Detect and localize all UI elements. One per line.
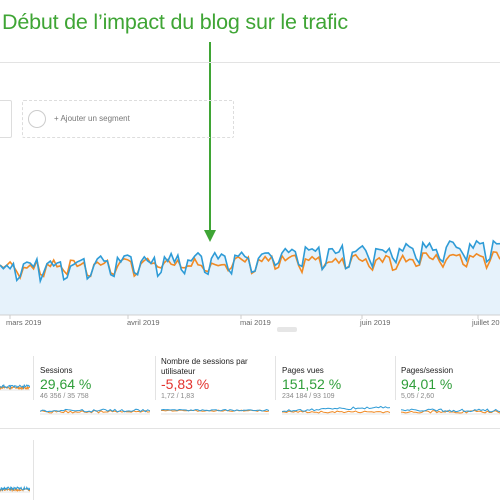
x-label-mars: mars 2019 bbox=[6, 318, 42, 327]
metric-divider bbox=[155, 356, 156, 400]
metric-sessions-per-user[interactable]: Nombre de sessions par utilisateur -5,83… bbox=[161, 357, 281, 400]
metric-value: 29,64 % bbox=[40, 375, 92, 392]
annotation-title: Début de l’impact du blog sur le trafic bbox=[2, 10, 348, 34]
metric-sessions[interactable]: Sessions 29,64 % 46 356 / 35 758 bbox=[40, 366, 91, 400]
metric-sub: 1,72 / 1,83 bbox=[161, 393, 195, 400]
sparkline-current bbox=[0, 485, 30, 492]
metric-pages-per-session[interactable]: Pages/session 94,01 % 5,05 / 2,60 bbox=[401, 366, 453, 400]
metric-sub: 46 356 / 35 758 bbox=[40, 392, 89, 400]
sparkline-current bbox=[282, 405, 390, 413]
add-segment-label: + Ajouter un segment bbox=[54, 114, 130, 123]
sparkline-sessions bbox=[40, 408, 150, 415]
metric-value: 151,52 % bbox=[282, 375, 342, 392]
x-label-mai: mai 2019 bbox=[240, 318, 271, 327]
metric-name: Pages/session bbox=[401, 366, 454, 375]
metric-name: Nombre de sessions par utilisateur bbox=[161, 357, 248, 376]
sparkline-previous bbox=[0, 385, 30, 391]
sparkline-current bbox=[401, 408, 500, 413]
sparkline-bounce-rate bbox=[0, 485, 30, 493]
metric-page-views[interactable]: Pages vues 151,52 % 234 184 / 93 109 bbox=[282, 366, 341, 400]
metric-sub: 234 184 / 93 109 bbox=[282, 392, 335, 400]
sparkline-users bbox=[0, 383, 30, 391]
series-line-current bbox=[0, 239, 500, 285]
sparkline-previous bbox=[401, 409, 500, 414]
metric-value: -5,83 % bbox=[161, 376, 210, 392]
traffic-chart bbox=[0, 160, 500, 330]
sparkline-pages-per-session bbox=[401, 408, 500, 415]
metric-value: 94,01 % bbox=[401, 375, 453, 392]
x-label-avril: avril 2019 bbox=[127, 318, 160, 327]
sparkline-current bbox=[0, 383, 30, 390]
metric-divider bbox=[33, 440, 34, 500]
sparkline-sessions-per-user bbox=[161, 408, 269, 415]
sparkline-current bbox=[161, 408, 269, 412]
x-label-juillet: juillet 2019 bbox=[472, 318, 500, 327]
segment-bar: + Ajouter un segment bbox=[0, 100, 234, 138]
metric-sub: 5,05 / 2,60 bbox=[401, 392, 435, 400]
metric-divider bbox=[33, 356, 34, 400]
metric-divider bbox=[395, 356, 396, 400]
sessions-area bbox=[0, 240, 500, 315]
add-segment-button[interactable] bbox=[22, 100, 234, 138]
sparkline-page-views bbox=[282, 405, 390, 415]
metrics-row-divider bbox=[0, 428, 500, 429]
header-divider bbox=[0, 62, 500, 63]
x-label-juin: juin 2019 bbox=[360, 318, 391, 327]
traffic-line-chart bbox=[0, 239, 500, 319]
metric-divider bbox=[275, 356, 276, 400]
add-segment-icon bbox=[28, 110, 46, 128]
chart-resize-handle[interactable] bbox=[277, 327, 297, 332]
segment-all-users[interactable] bbox=[0, 100, 12, 138]
sparkline-previous bbox=[282, 410, 390, 414]
metric-name: Sessions bbox=[40, 366, 73, 375]
sparkline-current bbox=[40, 408, 150, 413]
metric-name: Pages vues bbox=[282, 366, 324, 375]
